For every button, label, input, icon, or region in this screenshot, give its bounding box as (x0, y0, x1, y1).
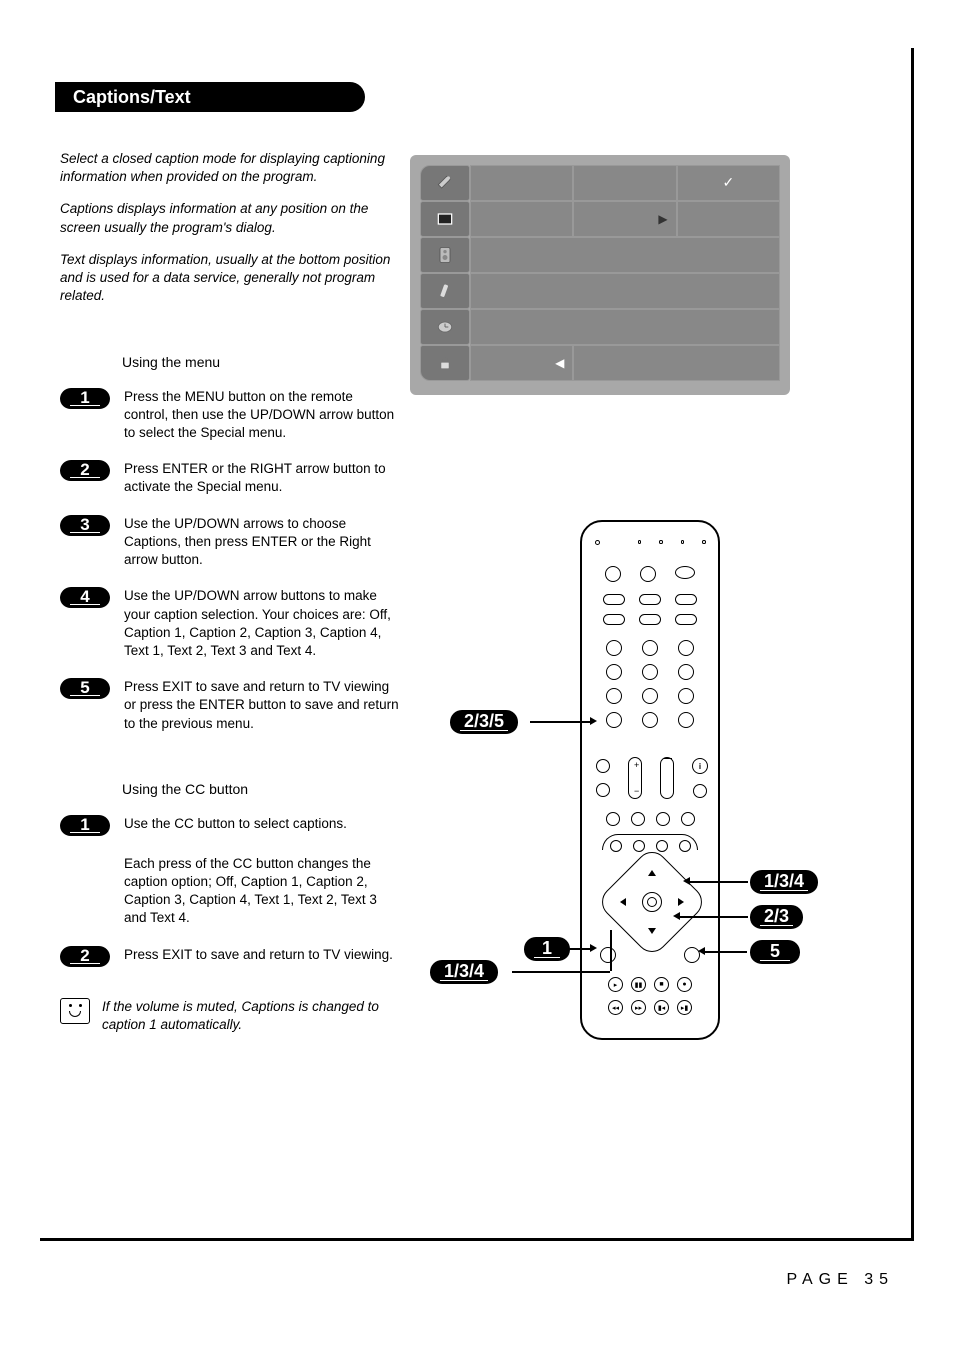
remote-body: i ▸▮▮■● ◂◂▸▸▮◂▸▮ (580, 520, 720, 1040)
step-text: Press ENTER or the RIGHT arrow button to… (124, 460, 400, 496)
menu-step-5: 5 Press EXIT to save and return to TV vi… (60, 678, 400, 733)
callout-d: 1/3/4 (750, 870, 818, 895)
remote-numrow-4 (582, 712, 718, 728)
menu-step-2: 2 Press ENTER or the RIGHT arrow button … (60, 460, 400, 496)
transport-row-2: ◂◂▸▸▮◂▸▮ (582, 1000, 718, 1015)
cc-step-1-extra: Each press of the CC button changes the … (60, 855, 400, 928)
remote-row-2 (582, 594, 718, 605)
menu-step-1: 1 Press the MENU button on the remote co… (60, 388, 400, 443)
cc-step-1: 1 Use the CC button to select captions. (60, 815, 400, 837)
osd-checkmark: ✓ (677, 165, 780, 201)
intro-p2: Captions displays information at any pos… (60, 200, 400, 236)
osd-satellite-icon (420, 165, 470, 201)
section-title: Captions/Text (73, 87, 191, 107)
remote-diagram: i ▸▮▮■● ◂◂▸▸▮◂▸▮ 2/3/5 (440, 520, 880, 1060)
remote-row-3 (582, 614, 718, 625)
cc-heading: Using the CC button (122, 781, 400, 797)
remote-row-1 (582, 566, 718, 582)
step-text: Press EXIT to save and return to TV view… (124, 678, 400, 733)
page-number: PAGE 35 (786, 1271, 894, 1289)
left-column: Select a closed caption mode for display… (60, 150, 400, 1034)
menu-step-4: 4 Use the UP/DOWN arrow buttons to make … (60, 587, 400, 660)
callout-f: 5 (750, 940, 800, 965)
section-header: Captions/Text (55, 82, 365, 112)
step-badge: 4 (60, 587, 110, 609)
step-badge: 2 (60, 946, 110, 968)
step-text: Use the CC button to select captions. (124, 815, 400, 833)
remote-arc-buttons (582, 840, 718, 852)
remote-numrow-1 (582, 640, 718, 656)
remote-row-small4 (582, 812, 718, 826)
volume-rocker (628, 757, 642, 799)
intro-p3: Text displays information, usually at th… (60, 251, 400, 306)
menu-heading: Using the menu (122, 354, 400, 370)
step-badge: 1 (60, 815, 110, 837)
step-text: Each press of the CC button changes the … (124, 855, 400, 928)
step-text: Use the UP/DOWN arrows to choose Caption… (124, 515, 400, 570)
osd-lock-icon (420, 345, 470, 381)
osd-screen-icon (420, 201, 470, 237)
intro-p1: Select a closed caption mode for display… (60, 150, 400, 186)
remote-dpad (612, 862, 692, 942)
menu-step-3: 3 Use the UP/DOWN arrows to choose Capti… (60, 515, 400, 570)
step-badge: 2 (60, 460, 110, 482)
osd-menu-graphic: ✓ ▶ ◀ (410, 155, 790, 395)
transport-row-1: ▸▮▮■● (582, 977, 718, 992)
note-text: If the volume is muted, Captions is chan… (102, 998, 400, 1034)
step-text: Use the UP/DOWN arrow buttons to make yo… (124, 587, 400, 660)
remote-left-circle (600, 947, 616, 963)
osd-arrow-right: ▶ (573, 201, 676, 237)
step-badge: 1 (60, 388, 110, 410)
remote-vol-ch-group: i (596, 752, 708, 804)
intro-block: Select a closed caption mode for display… (60, 150, 400, 306)
step-badge: 5 (60, 678, 110, 700)
osd-speaker-icon (420, 237, 470, 273)
step-text: Press the MENU button on the remote cont… (124, 388, 400, 443)
note-row: If the volume is muted, Captions is chan… (60, 998, 400, 1034)
info-button: i (692, 758, 708, 774)
remote-numrow-3 (582, 688, 718, 704)
tv-face-icon (60, 998, 90, 1024)
remote-numrow-2 (582, 664, 718, 680)
callout-a: 2/3/5 (450, 710, 518, 735)
callout-b: 1/3/4 (430, 960, 498, 985)
remote-ir-dots (582, 540, 718, 545)
osd-remote-icon (420, 273, 470, 309)
osd-clock-icon (420, 309, 470, 345)
osd-arrow-left: ◀ (470, 345, 573, 381)
callout-e: 2/3 (750, 905, 803, 930)
dpad-enter (642, 892, 662, 912)
step-text: Press EXIT to save and return to TV view… (124, 946, 400, 964)
channel-rocker (660, 757, 674, 799)
cc-step-2: 2 Press EXIT to save and return to TV vi… (60, 946, 400, 968)
step-badge: 3 (60, 515, 110, 537)
